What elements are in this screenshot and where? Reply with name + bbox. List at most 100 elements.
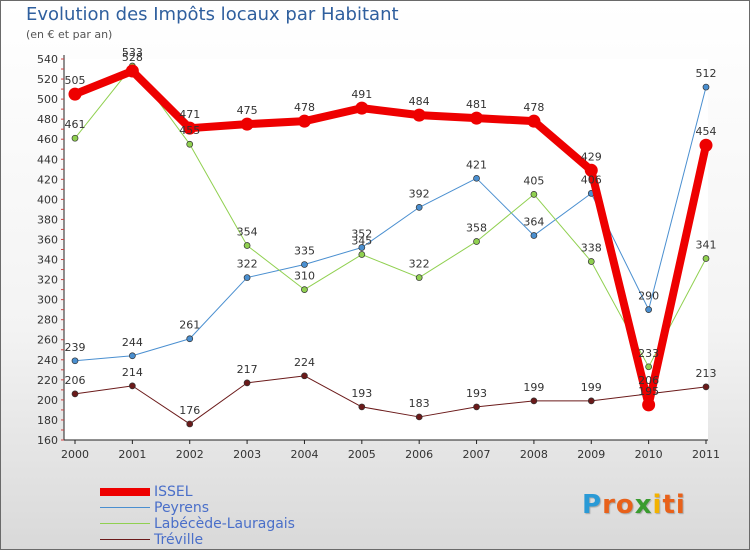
logo-letter: i: [652, 490, 663, 520]
data-point-lab-c-de-lauragais: [358, 251, 366, 258]
legend-swatch-peyrens: [100, 507, 150, 508]
proxiti-logo[interactable]: Proxiti: [582, 490, 686, 520]
y-tick-label: 300: [37, 294, 58, 307]
data-point-peyrens: [301, 261, 308, 268]
data-label-lab-c-de-lauragais: 345: [351, 235, 372, 248]
data-label-lab-c-de-lauragais: 533: [122, 46, 143, 59]
logo-letter: t: [662, 490, 676, 520]
data-point-lab-c-de-lauragais: [301, 286, 308, 293]
data-label-peyrens: 352: [351, 227, 372, 240]
legend: ISSEL Peyrens Labécède-Lauragais Trévill…: [100, 484, 360, 548]
data-label-tr-ville: 199: [581, 381, 602, 394]
legend-label-treville: Tréville: [154, 532, 204, 548]
data-point-peyrens: [702, 83, 710, 91]
legend-item-peyrens[interactable]: Peyrens: [100, 500, 360, 516]
series-line-tr-ville: [74, 375, 707, 425]
data-label-tr-ville: 206: [638, 374, 659, 387]
data-label-tr-ville: 214: [122, 366, 143, 379]
data-label-peyrens: 335: [294, 245, 315, 258]
data-label-issel: 505: [65, 74, 86, 87]
data-point-tr-ville: [530, 397, 538, 405]
data-label-lab-c-de-lauragais: 322: [409, 258, 430, 271]
y-tick-label: 200: [37, 394, 58, 407]
y-tick-label: 440: [37, 153, 58, 166]
data-point-peyrens: [530, 232, 538, 239]
y-tick-label: 420: [37, 173, 58, 186]
data-label-issel: 478: [523, 101, 544, 114]
data-label-issel: 429: [581, 150, 602, 163]
series-line-lab-c-de-lauragais: [74, 65, 707, 368]
data-point-tr-ville: [301, 372, 308, 380]
y-tick-label: 520: [37, 73, 58, 86]
logo-letter: x: [634, 490, 653, 520]
y-tick-label: 160: [37, 434, 58, 447]
data-point-issel: [470, 111, 484, 125]
data-label-lab-c-de-lauragais: 461: [65, 118, 86, 131]
data-point-tr-ville: [473, 403, 480, 411]
data-point-tr-ville: [415, 413, 423, 421]
legend-swatch-issel: [100, 488, 150, 496]
y-tick-label: 380: [37, 213, 58, 226]
series-line-issel: [73, 67, 710, 409]
data-label-lab-c-de-lauragais: 455: [179, 124, 200, 137]
y-tick-label: 320: [37, 274, 58, 287]
legend-item-labecede[interactable]: Labécède-Lauragais: [100, 516, 360, 532]
data-label-peyrens: 512: [696, 67, 717, 80]
data-point-lab-c-de-lauragais: [243, 242, 251, 249]
data-label-lab-c-de-lauragais: 310: [294, 270, 315, 283]
data-label-tr-ville: 176: [179, 404, 200, 417]
data-label-tr-ville: 224: [294, 356, 315, 369]
data-label-lab-c-de-lauragais: 358: [466, 221, 487, 234]
data-label-peyrens: 244: [122, 336, 143, 349]
x-tick-label: 2001: [118, 448, 146, 461]
data-point-peyrens: [645, 306, 652, 314]
logo-letter: i: [675, 490, 686, 520]
legend-item-issel[interactable]: ISSEL: [100, 484, 360, 500]
logo-letter: r: [602, 490, 616, 520]
data-point-issel: [412, 108, 426, 122]
y-tick-label: 500: [37, 93, 58, 106]
legend-label-labecede: Labécède-Lauragais: [154, 516, 295, 532]
x-tick-label: 2006: [405, 448, 433, 461]
legend-label-issel: ISSEL: [154, 484, 193, 500]
data-point-lab-c-de-lauragais: [702, 255, 710, 262]
data-label-tr-ville: 193: [351, 387, 372, 400]
y-tick-label: 480: [37, 113, 58, 126]
data-point-lab-c-de-lauragais: [587, 258, 595, 265]
legend-item-treville[interactable]: Tréville: [100, 532, 360, 548]
data-label-issel: 484: [409, 95, 430, 108]
data-label-lab-c-de-lauragais: 354: [237, 225, 258, 238]
data-label-issel: 528: [122, 51, 143, 64]
logo-letter: o: [615, 490, 635, 520]
data-label-lab-c-de-lauragais: 338: [581, 242, 602, 255]
data-point-issel: [183, 121, 197, 135]
data-label-tr-ville: 206: [65, 374, 86, 387]
x-tick-label: 2004: [290, 448, 318, 461]
legend-swatch-labecede: [100, 523, 150, 524]
y-tick-label: 180: [37, 414, 58, 427]
data-label-lab-c-de-lauragais: 341: [696, 239, 717, 252]
data-label-issel: 478: [294, 101, 315, 114]
data-label-peyrens: 290: [638, 290, 659, 303]
data-label-issel: 475: [237, 104, 258, 117]
x-tick-label: 2010: [635, 448, 663, 461]
plot-area: [64, 59, 708, 440]
data-point-issel: [642, 398, 656, 412]
y-tick-label: 360: [37, 233, 58, 246]
x-tick-label: 2008: [520, 448, 548, 461]
data-point-lab-c-de-lauragais: [645, 363, 652, 371]
data-label-tr-ville: 193: [466, 387, 487, 400]
y-tick-label: 340: [37, 254, 58, 267]
data-point-issel: [240, 117, 254, 131]
data-point-peyrens: [415, 204, 423, 211]
legend-label-peyrens: Peyrens: [154, 500, 210, 516]
data-point-issel: [68, 87, 82, 101]
data-point-tr-ville: [71, 390, 79, 398]
data-point-lab-c-de-lauragais: [473, 238, 480, 245]
data-point-tr-ville: [243, 379, 251, 387]
data-label-lab-c-de-lauragais: 233: [638, 347, 659, 360]
y-tick-label: 220: [37, 374, 58, 387]
chart-subtitle: (en € et par an): [26, 28, 113, 41]
data-label-issel: 454: [696, 125, 717, 138]
data-label-peyrens: 239: [65, 341, 86, 354]
